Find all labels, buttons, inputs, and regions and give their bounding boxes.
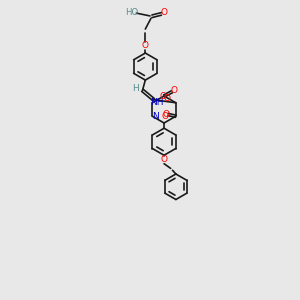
Text: O: O (170, 86, 177, 95)
Text: NH: NH (150, 98, 163, 107)
Text: O: O (163, 94, 170, 103)
Text: H: H (132, 84, 139, 93)
Text: O: O (162, 112, 169, 121)
Text: N: N (152, 112, 159, 121)
Text: O: O (142, 41, 149, 50)
Text: O: O (160, 155, 168, 164)
Text: O: O (159, 92, 166, 101)
Text: O: O (160, 8, 168, 17)
Text: HO: HO (124, 8, 138, 17)
Text: O: O (163, 110, 170, 118)
